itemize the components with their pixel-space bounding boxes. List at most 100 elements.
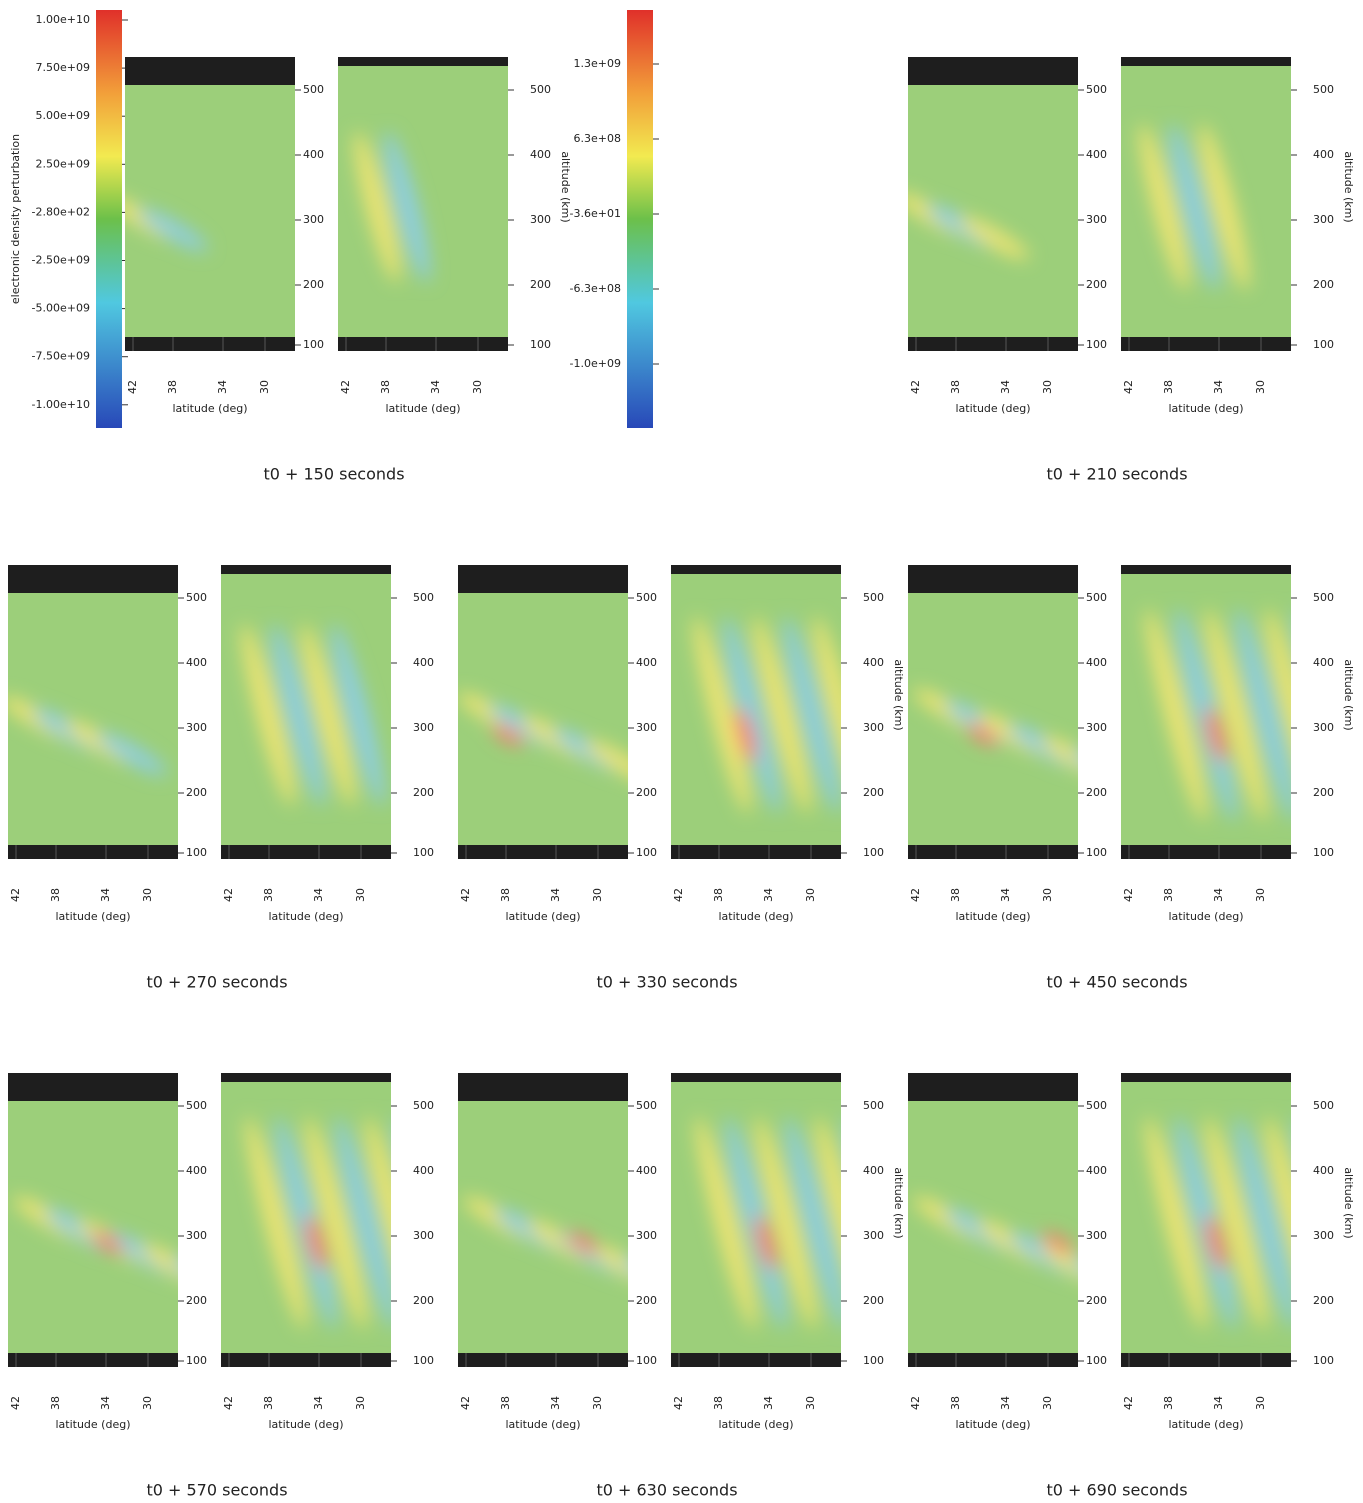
y-tick-label: 500	[1086, 591, 1107, 604]
colorbar-tick-label: -5.00e+09	[32, 302, 90, 315]
bottom-band	[671, 845, 841, 859]
x-tick-label: 42	[222, 888, 235, 902]
plot-area	[458, 593, 628, 845]
x-axis-label: latitude (deg)	[385, 402, 460, 415]
x-tick-label: 34	[999, 380, 1012, 394]
x-axis-label: latitude (deg)	[55, 910, 130, 923]
y-tick-label: 200	[636, 786, 657, 799]
plot-area	[908, 593, 1078, 845]
x-axis-label: latitude (deg)	[1168, 402, 1243, 415]
x-tick-label: 30	[591, 1396, 604, 1410]
bottom-band	[671, 1353, 841, 1367]
wave-band	[301, 624, 355, 806]
plot-area	[671, 574, 841, 845]
y-tick-label: 100	[413, 1354, 434, 1367]
y-tick-label: 200	[530, 278, 551, 291]
y-tick-label: 300	[636, 721, 657, 734]
x-tick-label: 34	[99, 888, 112, 902]
bottom-band	[1121, 337, 1291, 351]
background	[1121, 66, 1291, 337]
latitude-plot: 42 38 34 30 latitude (deg) 500 400 300 200 100	[8, 565, 207, 923]
wave-band	[785, 1116, 841, 1330]
x-tick-label: 30	[1041, 380, 1054, 394]
colorbar-tick-label: -1.0e+09	[570, 357, 621, 370]
y-tick-label: 400	[1086, 1164, 1107, 1177]
perturbation	[693, 616, 841, 814]
x-axis-label: latitude (deg)	[718, 910, 793, 923]
plot-area	[458, 1101, 628, 1353]
wave-band	[97, 732, 167, 776]
wave-band	[813, 616, 841, 814]
y-axis-label: altitude (km)	[892, 659, 905, 730]
peak	[92, 1232, 124, 1254]
wave-band	[1199, 123, 1249, 291]
x-tick-label: 30	[804, 888, 817, 902]
colorbar-right	[627, 10, 653, 428]
perturbation	[463, 1196, 628, 1300]
y-tick-label: 500	[1086, 1099, 1107, 1112]
perturbation	[1145, 1116, 1291, 1330]
panel-caption: t0 + 150 seconds	[263, 465, 404, 484]
x-tick-label: 42	[9, 1396, 22, 1410]
wave-band	[384, 131, 430, 283]
wave-band	[335, 1116, 391, 1330]
peak	[1042, 1232, 1074, 1254]
x-tick-label: 30	[1254, 380, 1267, 394]
wave-band	[723, 616, 781, 814]
wave-band	[1139, 123, 1189, 291]
background	[338, 66, 508, 337]
perturbation	[354, 131, 430, 283]
y-tick-label: 400	[1086, 148, 1107, 161]
y-tick-label: 100	[636, 846, 657, 859]
y-tick-label: 500	[636, 1099, 657, 1112]
y-tick-label: 200	[413, 1294, 434, 1307]
wave-band	[1145, 1116, 1207, 1330]
altitude-plot: 42 38 34 30 latitude (deg) 500 400 300 200 100	[671, 1073, 884, 1431]
panel-caption: t0 + 630 seconds	[596, 1481, 737, 1500]
y-tick-label: 200	[863, 1294, 884, 1307]
panel-caption: t0 + 570 seconds	[146, 1481, 287, 1500]
x-tick-label: 34	[312, 1396, 325, 1410]
y-tick-label: 400	[1313, 148, 1334, 161]
wave-band	[271, 624, 325, 806]
y-tick-label: 400	[186, 656, 207, 669]
perturbation	[8, 696, 167, 776]
y-tick-label: 300	[186, 721, 207, 734]
y-tick-label: 300	[1086, 1229, 1107, 1242]
bottom-band	[221, 845, 391, 859]
x-axis-label: latitude (deg)	[268, 1418, 343, 1431]
peak	[755, 1215, 777, 1271]
x-tick-label: 38	[1162, 888, 1175, 902]
y-tick-label: 500	[1313, 83, 1334, 96]
x-tick-label: 34	[1212, 888, 1225, 902]
latitude-plot: 42 38 34 30 latitude (deg) 500 400 300 200 100	[8, 1073, 207, 1431]
y-axis-label: altitude (km)	[1342, 659, 1355, 730]
x-axis-label: latitude (deg)	[955, 910, 1030, 923]
x-tick-label: 34	[762, 1396, 775, 1410]
y-tick-label: 100	[530, 338, 551, 351]
x-tick-label: 30	[471, 380, 484, 394]
x-tick-label: 42	[222, 1396, 235, 1410]
y-tick-label: 300	[863, 1229, 884, 1242]
plot-area	[8, 1101, 178, 1353]
y-tick-label: 300	[636, 1229, 657, 1242]
plot-area	[908, 1101, 1078, 1353]
perturbation	[245, 1116, 391, 1330]
latitude-plot: 42 38 34 30 latitude (deg) 500 400 300 200 100	[908, 565, 1107, 923]
y-axis-label: altitude (km)	[559, 151, 572, 222]
x-axis-label: latitude (deg)	[1168, 1418, 1243, 1431]
x-tick-label: 30	[1254, 888, 1267, 902]
x-tick-label: 38	[49, 1396, 62, 1410]
x-tick-label: 38	[499, 1396, 512, 1410]
x-tick-label: 30	[354, 888, 367, 902]
y-tick-label: 500	[530, 83, 551, 96]
y-tick-label: 100	[413, 846, 434, 859]
perturbation	[1139, 123, 1249, 291]
x-axis-label: latitude (deg)	[505, 910, 580, 923]
y-tick-label: 200	[1313, 1294, 1334, 1307]
x-tick-label: 34	[549, 888, 562, 902]
y-axis-label: altitude (km)	[1342, 151, 1355, 222]
bottom-band	[908, 337, 1078, 351]
perturbation	[1145, 608, 1291, 822]
